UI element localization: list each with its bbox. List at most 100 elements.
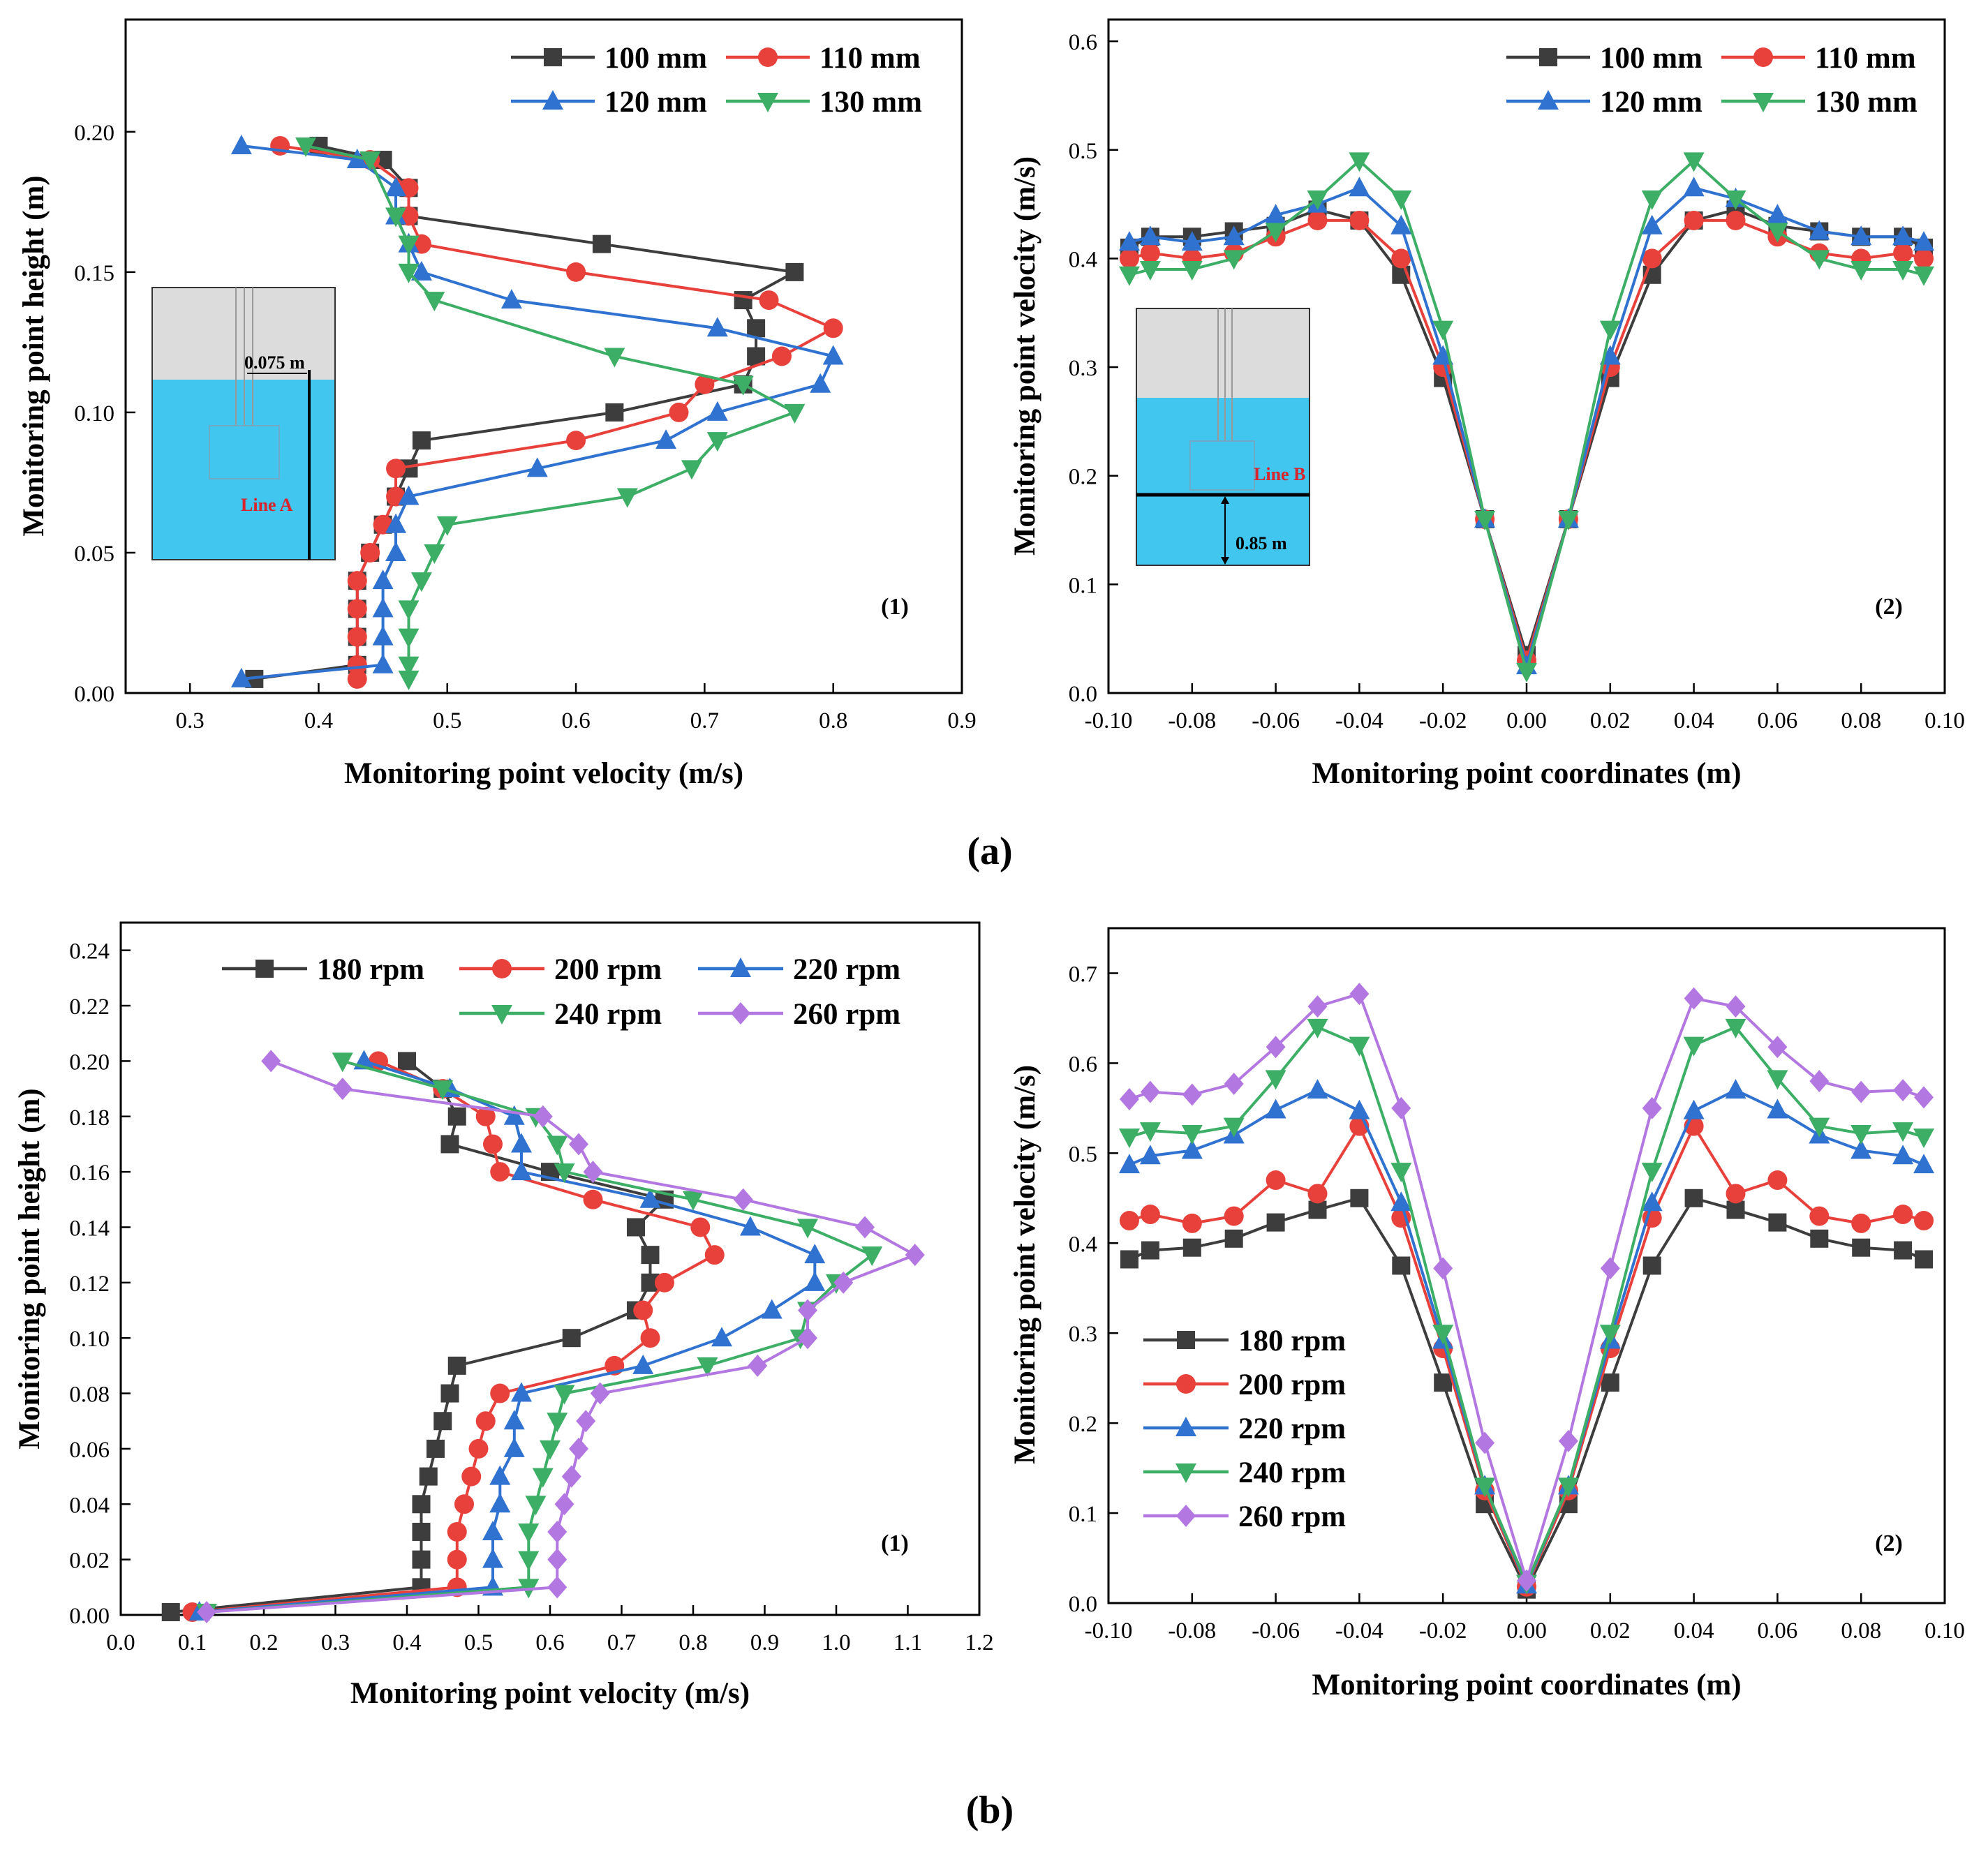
legend-marker xyxy=(1177,1331,1195,1349)
data-point xyxy=(426,1439,445,1458)
data-point xyxy=(372,569,394,590)
data-point xyxy=(1118,231,1140,251)
x-axis-label: Monitoring point coordinates (m) xyxy=(1312,757,1741,790)
data-point xyxy=(1683,152,1705,172)
data-point xyxy=(833,1271,854,1294)
data-point xyxy=(385,541,407,561)
data-point xyxy=(1767,1070,1788,1090)
x-tick-label: 0.3 xyxy=(321,1630,350,1655)
inset-dimension-label: 0.075 m xyxy=(244,352,305,373)
data-point xyxy=(386,459,406,479)
legend-label: 260 rpm xyxy=(793,998,900,1031)
data-point xyxy=(1557,1477,1579,1498)
x-tick-label: 0.8 xyxy=(678,1630,707,1655)
data-point xyxy=(398,485,420,505)
data-point xyxy=(784,403,806,424)
data-point xyxy=(655,429,677,449)
legend-marker xyxy=(1539,48,1557,66)
legend-label: 240 rpm xyxy=(554,998,662,1031)
data-point xyxy=(1118,266,1140,286)
legend-item: 200 rpm xyxy=(1143,1369,1346,1401)
y-tick-label: 0.24 xyxy=(69,939,110,964)
y-tick-label: 0.00 xyxy=(69,1604,110,1629)
data-point xyxy=(503,1105,525,1125)
data-point xyxy=(161,1603,180,1622)
caption-a: (a) xyxy=(967,830,1012,873)
data-point xyxy=(1223,1117,1245,1138)
data-point xyxy=(447,1521,467,1542)
data-point xyxy=(810,373,831,393)
data-point xyxy=(562,1329,581,1348)
panel-label: (2) xyxy=(1875,1530,1903,1556)
data-point xyxy=(1894,1241,1913,1260)
data-point xyxy=(1391,248,1411,269)
y-tick-label: 0.1 xyxy=(1069,1502,1097,1527)
data-point xyxy=(798,1299,817,1322)
data-point xyxy=(1475,1431,1495,1454)
data-point xyxy=(1118,1154,1140,1174)
chart-b2-velocity-vs-coordinate: -0.10 -0.08 -0.06 -0.04 -0.02 0.00 0.02 0.04 0.0… xyxy=(1009,927,1965,1701)
data-point xyxy=(347,669,367,689)
data-point xyxy=(1182,1238,1201,1257)
chart-legend: 100 mm 110 mm 120 mm 130 mm xyxy=(1506,42,1917,119)
data-point xyxy=(482,1520,503,1540)
data-point xyxy=(440,1384,459,1403)
x-tick-label: -0.10 xyxy=(1085,1618,1133,1644)
data-point xyxy=(483,1134,503,1154)
data-point xyxy=(569,1133,588,1156)
x-tick-label: 0.6 xyxy=(561,708,590,733)
data-point xyxy=(1726,210,1746,230)
legend-label: 260 rpm xyxy=(1238,1500,1346,1533)
data-point xyxy=(398,1052,416,1071)
legend-marker xyxy=(1176,1374,1196,1394)
data-point xyxy=(398,670,420,690)
data-point xyxy=(1307,1184,1328,1204)
data-point xyxy=(1307,190,1328,210)
data-point xyxy=(1641,214,1663,234)
data-point xyxy=(732,375,754,396)
data-point xyxy=(1118,1128,1140,1149)
data-point xyxy=(1914,1211,1934,1231)
data-point xyxy=(785,262,804,281)
legend-item: 120 mm xyxy=(1506,86,1703,119)
data-point xyxy=(398,263,420,283)
data-point xyxy=(347,571,367,591)
data-point xyxy=(359,151,381,172)
data-point xyxy=(489,1465,511,1485)
data-point xyxy=(490,1162,510,1182)
data-point xyxy=(526,457,548,477)
x-axis-label: Monitoring point velocity (m/s) xyxy=(350,1677,750,1710)
x-tick-label: 0.7 xyxy=(607,1630,636,1655)
data-point xyxy=(1223,250,1245,270)
data-point xyxy=(1432,1325,1454,1345)
x-tick-label: 0.2 xyxy=(249,1630,278,1655)
data-point xyxy=(804,1271,826,1291)
data-point xyxy=(1391,1096,1411,1119)
legend-marker xyxy=(1176,1505,1196,1527)
y-tick-label: 0.00 xyxy=(74,682,114,707)
data-point xyxy=(1307,210,1328,230)
data-point xyxy=(332,1078,353,1101)
data-point xyxy=(360,542,380,563)
y-axis-label: Monitoring point height (m) xyxy=(13,1088,46,1449)
x-tick-label: 0.02 xyxy=(1590,708,1631,733)
axis-ticks: -0.10 -0.08 -0.06 -0.04 -0.02 0.00 0.02 0.04 0.0… xyxy=(1069,30,1965,733)
x-tick-label: 0.00 xyxy=(1506,708,1547,733)
data-point xyxy=(547,1135,568,1156)
legend-marker xyxy=(758,47,778,67)
data-point xyxy=(1181,1124,1203,1145)
x-tick-label: 0.5 xyxy=(464,1630,493,1655)
legend-label: 130 mm xyxy=(819,86,922,119)
data-point xyxy=(1390,1163,1412,1183)
x-tick-label: 0.00 xyxy=(1506,1618,1547,1644)
data-point xyxy=(1474,510,1496,530)
data-point xyxy=(583,1189,603,1209)
data-point xyxy=(547,1548,568,1571)
data-point xyxy=(554,1493,574,1516)
data-point xyxy=(1913,266,1935,286)
panel-label: (1) xyxy=(881,1530,909,1556)
legend-marker xyxy=(255,960,274,978)
data-point xyxy=(1120,1250,1138,1269)
plot-series-group xyxy=(161,1050,925,1624)
inset-line-label: Line B xyxy=(1254,464,1305,484)
